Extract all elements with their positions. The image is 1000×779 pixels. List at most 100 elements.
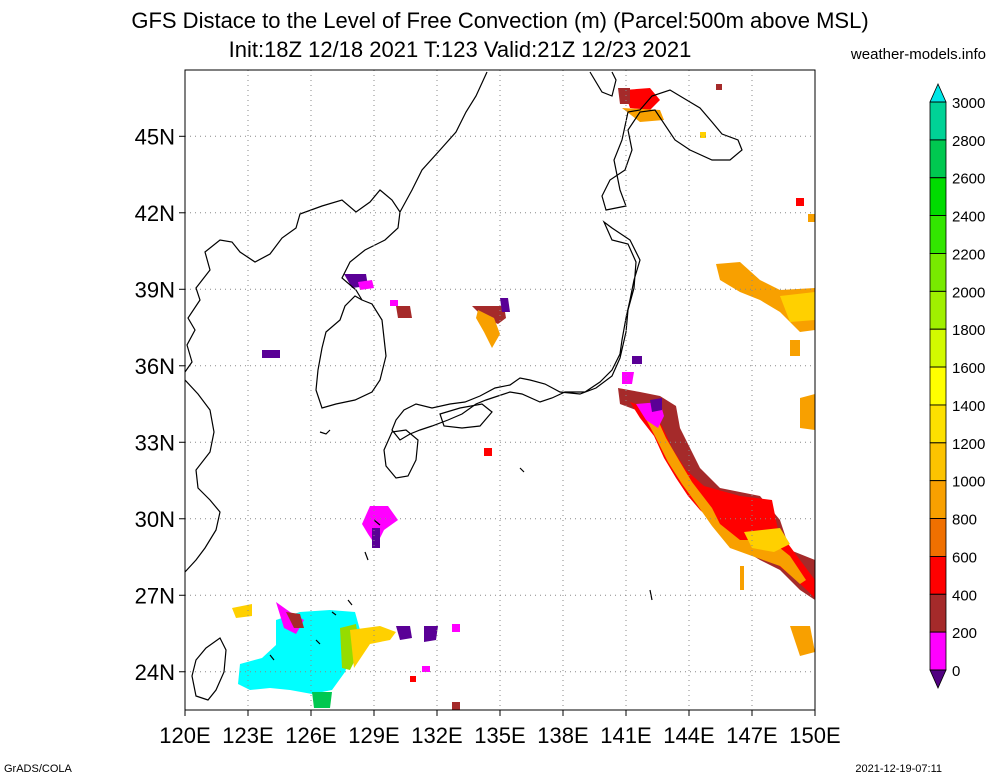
lat-tick-label: 36N	[135, 354, 175, 379]
lon-tick-label: 135E	[474, 723, 525, 748]
chart-subtitle: Init:18Z 12/18 2021 T:123 Valid:21Z 12/2…	[228, 37, 692, 62]
field-region-purple	[396, 626, 412, 640]
colorbar-segment	[929, 631, 947, 671]
colorbar-label: 2200	[952, 246, 985, 263]
colorbar-segment	[929, 556, 947, 595]
colorbar-label: 400	[952, 587, 977, 604]
field-region-magenta	[452, 624, 460, 632]
colorbar-label: 2600	[952, 171, 985, 188]
colorbar-label: 1800	[952, 322, 985, 339]
lon-tick-label: 138E	[537, 723, 588, 748]
field-region-purple	[650, 398, 662, 412]
field-region-yellow	[700, 132, 706, 138]
field-region-yellow	[232, 604, 252, 618]
lon-tick-label: 132E	[411, 723, 462, 748]
field-region-red	[624, 88, 660, 110]
footer-software: GrADS/COLA	[4, 763, 72, 775]
colorbar-label: 1400	[952, 398, 985, 415]
field-region-red	[410, 676, 416, 682]
lon-tick-label: 150E	[789, 723, 840, 748]
field-region-yellow	[744, 528, 790, 552]
lon-tick-label: 120E	[159, 723, 210, 748]
coast-kyushu	[383, 429, 419, 479]
colorbar-segment	[929, 366, 947, 406]
colorbar-label: 2000	[952, 284, 985, 301]
field-region-brown	[452, 702, 460, 710]
lon-tick-label: 144E	[663, 723, 714, 748]
colorbar-segment	[929, 101, 947, 141]
colorbar-label: 1000	[952, 474, 985, 491]
colorbar-label: 1200	[952, 436, 985, 453]
colorbar-label: 2800	[952, 133, 985, 150]
colorbar-segment	[929, 593, 947, 633]
lat-tick-label: 30N	[135, 507, 175, 532]
field-region-yellow	[780, 292, 815, 322]
field-region-purple	[632, 356, 642, 364]
colorbar-segment	[929, 442, 947, 482]
field-region-purple	[262, 350, 280, 358]
coast-honshu	[391, 220, 641, 441]
field-region-orange	[790, 340, 800, 356]
lfc-field	[232, 84, 815, 710]
coast-russia	[399, 71, 488, 213]
chart-title: GFS Distace to the Level of Free Convect…	[131, 8, 869, 33]
colorbar-segment	[929, 518, 947, 557]
coast-taiwan	[191, 637, 227, 701]
field-region-brown	[716, 84, 722, 90]
lat-tick-label: 39N	[135, 277, 175, 302]
colorbar-label: 600	[952, 549, 977, 566]
field-region-brown	[618, 88, 630, 104]
lon-tick-label: 147E	[726, 723, 777, 748]
site-credit: weather-models.info	[850, 46, 986, 63]
coast-china-east	[184, 379, 221, 573]
coast-mainland	[184, 189, 401, 373]
field-region-magenta	[362, 506, 398, 546]
field-region-orange	[790, 626, 815, 656]
lat-tick-label: 27N	[135, 583, 175, 608]
coast-shikoku	[439, 403, 493, 429]
lon-tick-label: 126E	[285, 723, 336, 748]
colorbar-segment	[929, 253, 947, 292]
colorbar-segment	[929, 177, 947, 217]
colorbar-label: 800	[952, 512, 977, 529]
field-region-magenta	[390, 300, 398, 306]
colorbar-bottom-arrow	[929, 669, 947, 689]
lat-tick-label: 45N	[135, 124, 175, 149]
field-region-orange	[740, 566, 744, 590]
field-region-yellow	[350, 626, 396, 668]
field-region-purple	[500, 298, 510, 312]
lon-tick-label: 129E	[348, 723, 399, 748]
coast-hokkaido	[601, 89, 743, 211]
colorbar-label: 1600	[952, 360, 985, 377]
field-region-brown	[472, 306, 506, 324]
lat-lon-grid	[185, 70, 815, 710]
field-region-red	[796, 198, 804, 206]
coast-korea	[315, 295, 387, 409]
lon-tick-label: 141E	[600, 723, 651, 748]
colorbar-segment	[929, 328, 947, 368]
field-region-cyan	[238, 610, 360, 694]
colorbar-label: 200	[952, 625, 977, 642]
field-region-red	[484, 448, 492, 456]
coastlines	[184, 71, 743, 701]
field-region-purple	[424, 626, 438, 642]
field-region-green	[312, 692, 332, 708]
lat-tick-label: 24N	[135, 660, 175, 685]
field-region-brown	[286, 612, 304, 628]
field-region-brown	[396, 306, 412, 318]
colorbar-segment	[929, 480, 947, 519]
colorbar-label: 0	[952, 663, 960, 680]
colorbar-label: 2400	[952, 209, 985, 226]
field-region-purple	[372, 528, 380, 548]
colorbar-segment	[929, 215, 947, 254]
colorbar-segment	[929, 404, 947, 444]
field-region-orange	[476, 310, 500, 348]
colorbar-label: 3000	[952, 95, 985, 112]
coast-ryukyu	[269, 519, 381, 661]
colorbar: 3000280026002400220020001800160014001200…	[929, 83, 985, 689]
field-region-orange	[800, 394, 815, 430]
field-region-magenta	[622, 372, 634, 384]
colorbar-segment	[929, 290, 947, 330]
footer-timestamp: 2021-12-19-07:11	[855, 763, 942, 775]
